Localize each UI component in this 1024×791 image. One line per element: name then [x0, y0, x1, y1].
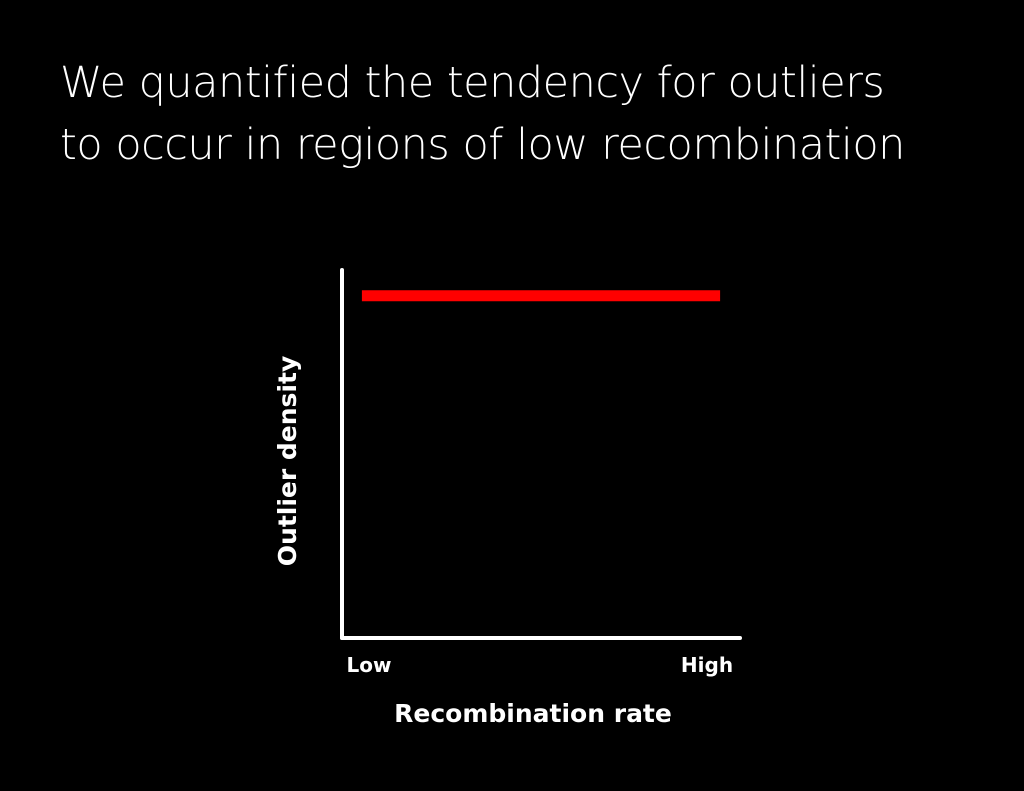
- x-axis-label: Recombination rate: [394, 699, 672, 728]
- y-axis-label: Outlier density: [273, 356, 302, 566]
- x-tick-label-low: Low: [347, 653, 392, 677]
- x-tick-label-high: High: [681, 653, 733, 677]
- title-line-2: to occur in regions of low recombination: [60, 120, 905, 170]
- slide-title: We quantified the tendency for outliers …: [60, 52, 980, 176]
- title-line-1: We quantified the tendency for outliers: [60, 58, 885, 108]
